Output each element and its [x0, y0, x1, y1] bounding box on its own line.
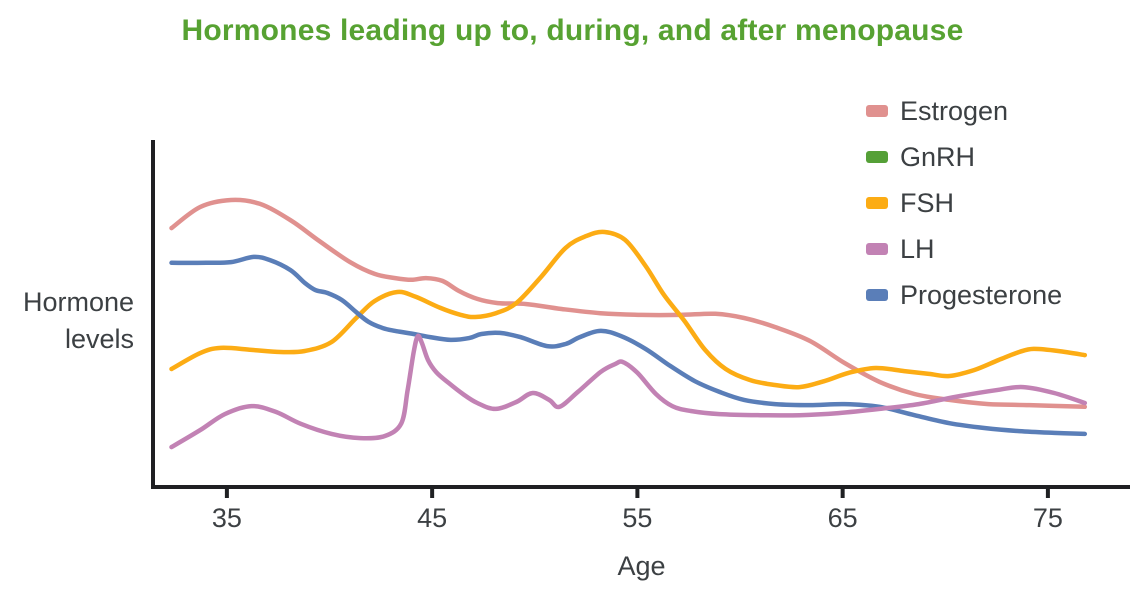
- x-tick-label: 35: [211, 503, 242, 533]
- legend-swatch-lh: [866, 243, 888, 255]
- legend-item-lh: LH: [866, 226, 1062, 272]
- legend-swatch-fsh: [866, 197, 888, 209]
- legend-label: FSH: [900, 187, 954, 218]
- legend-label: LH: [900, 233, 935, 264]
- x-tick-label: 55: [622, 503, 653, 533]
- x-tick-label: 75: [1032, 503, 1063, 533]
- series-line-progesterone: [169, 254, 1088, 437]
- x-tick-label: 45: [417, 503, 448, 533]
- legend-item-estrogen: Estrogen: [866, 88, 1062, 134]
- series-line-estrogen: [169, 197, 1088, 410]
- legend: Estrogen GnRH FSH LH Progesterone: [866, 88, 1062, 318]
- chart-title: Hormones leading up to, during, and afte…: [181, 14, 964, 47]
- legend-item-progesterone: Progesterone: [866, 272, 1062, 318]
- y-axis-label: Hormone levels: [0, 284, 134, 358]
- series-line-fsh: [169, 229, 1088, 390]
- legend-swatch-estrogen: [866, 105, 888, 117]
- y-axis-label-line2: levels: [64, 324, 134, 354]
- x-axis-label: Age: [617, 551, 666, 581]
- legend-label: GnRH: [900, 141, 976, 172]
- legend-swatch-progesterone: [866, 289, 888, 301]
- legend-item-gnrh: GnRH: [866, 134, 1062, 180]
- x-tick-label: 65: [827, 503, 858, 533]
- legend-label: Estrogen: [900, 95, 1009, 126]
- series-line-lh: [169, 333, 1088, 450]
- legend-label: Progesterone: [900, 279, 1063, 310]
- legend-item-fsh: FSH: [866, 180, 1062, 226]
- y-axis-label-line1: Hormone: [22, 287, 134, 317]
- legend-swatch-gnrh: [866, 151, 888, 163]
